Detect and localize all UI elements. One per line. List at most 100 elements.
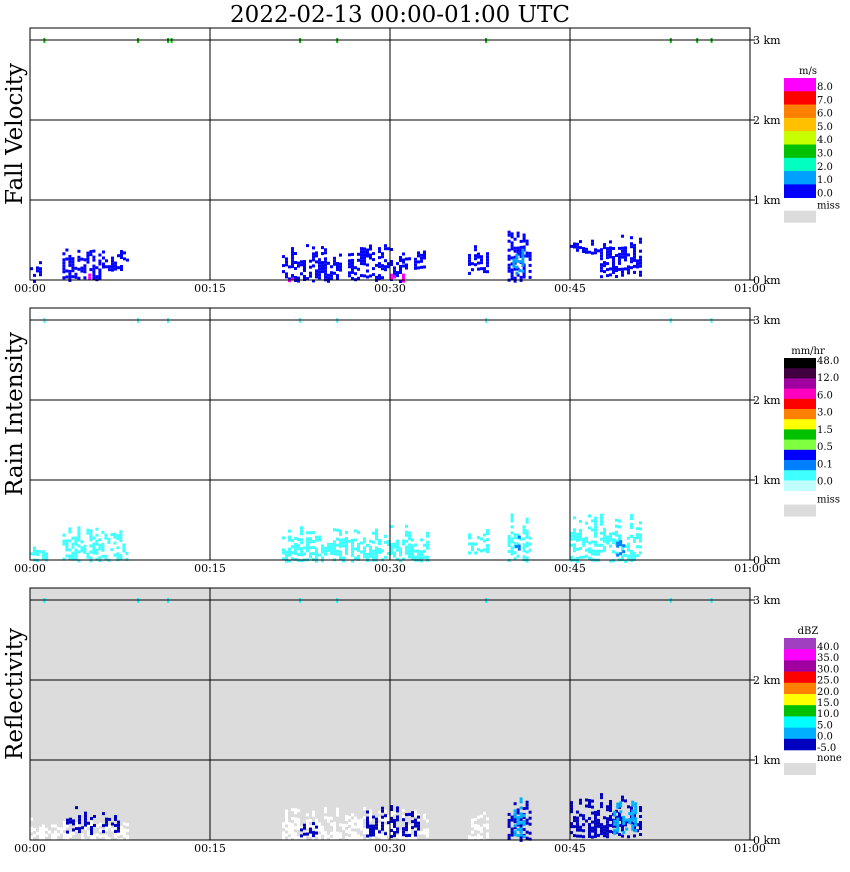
rain-intensity-cell [98, 538, 102, 542]
rain-intensity-cell [468, 536, 471, 540]
reflectivity-cell [411, 820, 414, 824]
rain-intensity-legend-swatch [784, 429, 816, 440]
fall-velocity-cell [405, 266, 408, 270]
fall-velocity-cell [513, 249, 517, 253]
reflectivity-cell [636, 829, 639, 833]
reflectivity-cell [39, 832, 42, 836]
reflectivity-cell [474, 827, 477, 830]
reflectivity-cell [96, 833, 99, 837]
reflectivity-cell [405, 836, 408, 840]
reflectivity-legend-swatch [784, 705, 816, 717]
fall-velocity-cell [477, 267, 480, 271]
reflectivity-cell [631, 809, 635, 813]
reflectivity-cell [522, 807, 526, 810]
rain-intensity-cell [510, 519, 514, 523]
rain-intensity-cell [83, 550, 87, 554]
fall-velocity-cell [339, 268, 342, 272]
fall-velocity-cell [324, 266, 327, 270]
reflectivity-cell [480, 814, 483, 818]
rain-intensity-cell [345, 543, 348, 546]
rain-intensity-cell [417, 555, 420, 559]
reflectivity-cell [420, 831, 423, 835]
reflectivity-cell [294, 826, 297, 830]
reflectivity-cell [387, 815, 390, 818]
fall-velocity-cell [330, 277, 333, 281]
fall-velocity-cell [288, 265, 291, 269]
reflectivity-cell [525, 830, 529, 834]
rain-intensity-cell [573, 516, 576, 520]
rain-intensity-cell [39, 550, 42, 554]
reflectivity-cell [510, 818, 514, 822]
rain-intensity-legend-swatch [784, 398, 816, 410]
reflectivity-cell [360, 824, 363, 828]
fall-velocity-cell [636, 259, 639, 263]
reflectivity-cell [294, 820, 297, 824]
reflectivity-cell [639, 809, 642, 812]
fall-velocity-legend-unit: m/s [799, 66, 817, 77]
fall-velocity-cell [609, 267, 612, 271]
reflectivity-cell [324, 807, 327, 811]
fall-velocity-cell [372, 273, 375, 277]
fall-velocity-cell [624, 246, 627, 250]
fall-velocity-cell [420, 256, 423, 260]
reflectivity-cell [51, 824, 54, 828]
reflectivity-cell [411, 814, 414, 818]
fall-velocity-cell [351, 270, 354, 274]
reflectivity-cell [426, 828, 429, 832]
reflectivity-cell [616, 820, 620, 824]
rain-intensity-cell [291, 557, 294, 561]
rain-intensity-cell [375, 534, 378, 538]
fall-velocity-cell [594, 248, 597, 252]
fall-velocity-cell [423, 265, 426, 269]
fall-velocity-cell [369, 253, 372, 257]
reflectivity-cell [30, 817, 33, 821]
reflectivity-cell [616, 829, 620, 833]
reflectivity-cell [378, 810, 381, 814]
fall-velocity-cell [525, 239, 529, 243]
reflectivity-cell [105, 817, 108, 821]
fall-velocity-cell [83, 270, 87, 274]
rain-intensity-cell [357, 548, 360, 552]
reflectivity-cell [114, 818, 117, 821]
fall-velocity-cell [513, 255, 517, 259]
rain-intensity-cell [619, 552, 623, 556]
reflectivity-cell [600, 796, 603, 800]
reflectivity-cell [285, 839, 288, 843]
fall-velocity-cell [294, 261, 297, 264]
rain-intensity-cell [514, 545, 518, 549]
reflectivity-cell [105, 828, 108, 832]
fall-velocity-cell [62, 261, 66, 265]
rain-intensity-cell [372, 552, 375, 556]
rain-intensity-cell [411, 544, 414, 548]
rain-intensity-cell [375, 546, 378, 550]
reflectivity-cell [606, 808, 609, 812]
fall-velocity-height-label: 3 km [753, 34, 781, 47]
fall-velocity-cell [333, 259, 336, 263]
fall-velocity-cell [351, 264, 354, 268]
rain-intensity-cell [387, 540, 390, 543]
rain-intensity-cell [396, 542, 399, 546]
reflectivity-cell [324, 816, 327, 820]
fall-velocity-cell [324, 269, 327, 273]
rain-intensity-cell [570, 534, 573, 538]
fall-velocity-cell [630, 242, 633, 246]
rain-intensity-cell [294, 551, 297, 555]
fall-velocity-legend-swatch [784, 184, 816, 198]
reflectivity-cell [519, 823, 523, 827]
fall-velocity-cell [515, 271, 519, 275]
fall-velocity-cell [285, 272, 288, 276]
reflectivity-cell [402, 830, 405, 834]
fall-velocity-cell [366, 275, 369, 279]
fall-velocity-cell [372, 258, 375, 262]
rain-intensity-legend-label: 6.0 [817, 390, 833, 401]
reflectivity-cell [60, 827, 63, 831]
reflectivity-cell [576, 816, 579, 820]
reflectivity-cell [615, 815, 618, 819]
fall-velocity-cell [123, 251, 126, 255]
rain-intensity-cell [80, 546, 84, 550]
rain-intensity-cell [71, 551, 75, 555]
rain-intensity-cell [612, 559, 615, 563]
fall-velocity-cell [366, 251, 369, 255]
fall-velocity-cell [618, 261, 621, 265]
